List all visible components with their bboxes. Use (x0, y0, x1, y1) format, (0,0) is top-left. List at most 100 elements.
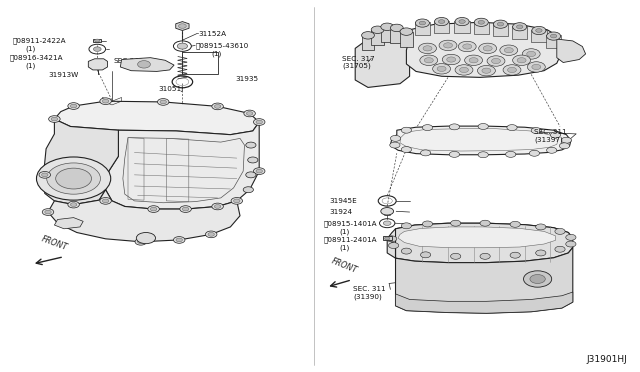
Circle shape (437, 66, 446, 71)
Circle shape (100, 198, 111, 204)
Polygon shape (474, 22, 489, 34)
Text: ⓞ08915-43610: ⓞ08915-43610 (195, 42, 248, 49)
Circle shape (138, 61, 150, 68)
Circle shape (381, 23, 394, 31)
Text: ⓝ08911-2422A: ⓝ08911-2422A (13, 38, 67, 44)
Circle shape (439, 40, 457, 51)
Circle shape (444, 43, 452, 48)
Circle shape (555, 246, 565, 252)
Circle shape (478, 152, 488, 158)
Circle shape (390, 135, 401, 141)
Circle shape (385, 237, 390, 240)
Circle shape (390, 24, 403, 32)
Text: FRONT: FRONT (40, 234, 68, 252)
Circle shape (150, 207, 157, 211)
Circle shape (177, 43, 188, 49)
Polygon shape (415, 22, 430, 35)
Circle shape (401, 147, 412, 153)
Circle shape (479, 43, 497, 54)
Circle shape (212, 103, 223, 110)
Circle shape (47, 163, 100, 194)
Circle shape (401, 248, 412, 254)
Text: FRONT: FRONT (330, 257, 358, 275)
Circle shape (253, 168, 265, 174)
Polygon shape (355, 30, 410, 87)
Circle shape (246, 142, 256, 148)
Circle shape (469, 58, 478, 63)
Text: J31901HJ: J31901HJ (586, 355, 627, 364)
Polygon shape (387, 223, 573, 263)
Text: 31924: 31924 (330, 209, 353, 215)
Circle shape (507, 125, 517, 131)
Circle shape (510, 252, 520, 258)
Circle shape (517, 58, 526, 63)
Circle shape (516, 25, 523, 29)
Circle shape (438, 20, 445, 23)
Circle shape (506, 151, 516, 157)
Circle shape (550, 34, 557, 38)
Polygon shape (546, 35, 561, 48)
Circle shape (447, 57, 456, 62)
Circle shape (459, 20, 465, 23)
Circle shape (70, 203, 77, 206)
Circle shape (455, 17, 469, 26)
Circle shape (387, 236, 397, 242)
Circle shape (532, 26, 546, 35)
Polygon shape (406, 22, 562, 77)
Text: (1): (1) (26, 46, 36, 52)
Circle shape (160, 100, 166, 104)
Polygon shape (398, 227, 556, 248)
Circle shape (36, 157, 111, 200)
Circle shape (482, 68, 491, 73)
Circle shape (474, 18, 488, 26)
Circle shape (415, 19, 429, 27)
Circle shape (513, 55, 531, 65)
Circle shape (390, 142, 400, 148)
Text: SEC. 311: SEC. 311 (534, 129, 567, 135)
Text: 31051J: 31051J (159, 86, 184, 92)
Circle shape (550, 132, 561, 138)
Polygon shape (434, 21, 449, 33)
Circle shape (536, 250, 546, 256)
Circle shape (51, 117, 58, 121)
Circle shape (148, 206, 159, 212)
Circle shape (483, 46, 492, 51)
Polygon shape (54, 101, 259, 135)
Circle shape (231, 198, 243, 204)
Circle shape (56, 168, 92, 189)
Text: (31390): (31390) (353, 294, 382, 300)
Circle shape (420, 150, 431, 156)
Text: 31935: 31935 (236, 76, 259, 82)
Circle shape (497, 22, 504, 26)
Polygon shape (512, 26, 527, 39)
Circle shape (555, 228, 565, 234)
Circle shape (243, 187, 253, 193)
Text: 31913W: 31913W (48, 72, 78, 78)
Circle shape (493, 20, 508, 28)
Text: (1): (1) (26, 62, 36, 69)
Circle shape (424, 58, 433, 63)
Circle shape (205, 231, 217, 238)
Circle shape (532, 64, 541, 70)
Circle shape (478, 20, 484, 24)
Circle shape (234, 199, 240, 203)
Circle shape (480, 220, 490, 226)
Circle shape (529, 150, 540, 156)
Circle shape (547, 32, 561, 40)
Circle shape (504, 48, 513, 53)
Circle shape (527, 62, 545, 72)
Polygon shape (88, 59, 108, 70)
Circle shape (45, 210, 51, 214)
Circle shape (246, 172, 256, 178)
Polygon shape (396, 245, 573, 313)
Circle shape (500, 45, 518, 55)
Circle shape (508, 67, 516, 73)
Circle shape (362, 32, 374, 39)
Text: SEC. 311: SEC. 311 (353, 286, 386, 292)
Circle shape (460, 67, 468, 73)
Circle shape (480, 253, 490, 259)
Circle shape (400, 28, 413, 35)
Text: ⓞ08916-3421A: ⓞ08916-3421A (10, 54, 63, 61)
Circle shape (458, 41, 476, 52)
Circle shape (383, 221, 391, 225)
